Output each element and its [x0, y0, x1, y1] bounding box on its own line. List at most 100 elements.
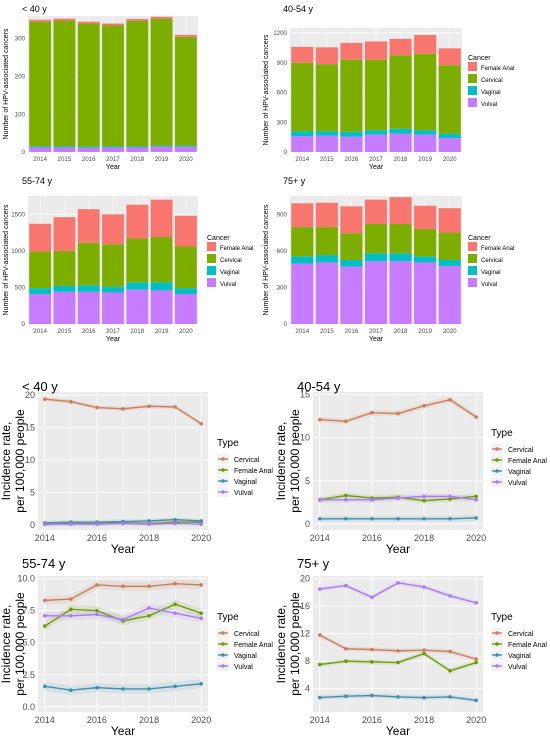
- legend-key-cervical: [468, 254, 477, 263]
- legend-key-point: [221, 468, 225, 472]
- bar-vulval: [414, 262, 437, 324]
- ribbon-cervical: [319, 632, 477, 662]
- panel-title: 40-54 y: [283, 4, 314, 14]
- bar-vaginal: [340, 260, 363, 267]
- y-tick-label: 16: [300, 601, 310, 611]
- x-axis-label: Year: [111, 542, 135, 556]
- point-female-anal: [422, 651, 426, 656]
- bar-female-anal: [389, 38, 412, 56]
- point-cervical: [95, 405, 99, 410]
- legend-key-vaginal: [207, 266, 216, 275]
- bar-female-anal: [174, 34, 197, 37]
- point-cervical: [318, 633, 322, 637]
- bar-vaginal: [315, 131, 338, 136]
- legend-entry-label: Vulval: [481, 102, 497, 108]
- point-vulval: [448, 594, 452, 598]
- legend-key-vulval: [468, 98, 477, 107]
- x-tick-label: 2016: [87, 715, 107, 725]
- point-cervical: [147, 404, 151, 409]
- x-axis-label: Year: [369, 164, 384, 171]
- point-vulval: [318, 587, 322, 591]
- y-axis-label: Number of HPV-associated cancers: [263, 34, 270, 145]
- legend-entry-label: Vaginal: [508, 469, 531, 476]
- point-vulval: [344, 583, 348, 588]
- point-vaginal: [448, 695, 452, 699]
- y-tick-label: 0: [22, 149, 26, 156]
- y-axis-label: Number of HPV-associated cancers: [263, 204, 270, 315]
- point-cervical: [199, 583, 203, 587]
- x-tick-label: 2014: [310, 715, 330, 725]
- point-vaginal: [199, 681, 203, 686]
- y-axis-label: Number of HPV-associated cancers: [3, 204, 10, 315]
- bar-female-anal: [29, 223, 52, 252]
- point-vulval: [318, 498, 322, 502]
- point-female-anal: [344, 659, 348, 663]
- legend-entry-label: Cervical: [234, 457, 260, 464]
- bar-cervical: [291, 227, 314, 257]
- legend-key-point: [495, 469, 499, 473]
- bar-vaginal: [291, 131, 314, 137]
- bar-vaginal: [438, 133, 461, 139]
- bar-vulval: [291, 263, 314, 324]
- legend-key-point: [221, 664, 225, 668]
- x-tick-label: 2018: [130, 156, 144, 163]
- point-vulval: [95, 612, 99, 617]
- legend-key-point: [495, 664, 499, 668]
- x-tick-label: 2016: [362, 533, 382, 543]
- point-cervical: [396, 411, 400, 416]
- point-cervical: [147, 584, 151, 589]
- y-axis-label: Incidence rate,: [0, 605, 13, 684]
- point-cervical: [422, 648, 426, 652]
- y-tick-label: 1500: [11, 211, 25, 218]
- legend-entry-label: Vulval: [234, 490, 253, 497]
- point-vulval: [448, 494, 452, 499]
- bar-vaginal: [102, 286, 124, 293]
- point-vaginal: [344, 694, 348, 699]
- point-vulval: [474, 498, 479, 502]
- bar-female-anal: [53, 18, 76, 21]
- point-female-anal: [95, 608, 99, 613]
- bar-vaginal: [150, 145, 173, 147]
- legend-entry-label: Vaginal: [481, 90, 501, 96]
- y-tick-label: 7.5: [22, 606, 35, 616]
- bar-female-anal: [150, 16, 173, 19]
- bar-female-anal: [77, 21, 100, 24]
- legend-key-vaginal: [468, 86, 477, 95]
- point-vulval: [396, 581, 400, 585]
- point-female-anal: [344, 493, 348, 498]
- x-axis-label: Year: [386, 724, 410, 738]
- bar-cervical: [438, 232, 461, 260]
- bar-vulval: [53, 147, 76, 152]
- legend-title: Cancer: [468, 235, 491, 242]
- bar-vaginal: [414, 256, 437, 263]
- bar-vulval: [438, 138, 461, 152]
- point-cervical: [474, 415, 479, 419]
- point-vaginal: [474, 698, 479, 703]
- y-tick-label: 600: [277, 248, 288, 255]
- x-tick-label: 2014: [35, 533, 55, 543]
- legend-title: Cancer: [468, 55, 491, 62]
- x-tick-label: 2015: [320, 328, 334, 335]
- bar-vaginal: [174, 145, 197, 147]
- x-tick-label: 2014: [310, 533, 330, 543]
- ribbon-vaginal: [44, 679, 202, 695]
- point-cervical: [474, 657, 479, 661]
- bar-female-anal: [315, 47, 338, 65]
- bar-vaginal: [29, 288, 52, 295]
- point-vaginal: [173, 517, 177, 522]
- x-tick-label: 2014: [295, 328, 309, 335]
- panel-title: 75+ y: [297, 556, 330, 571]
- point-cervical: [121, 407, 125, 411]
- x-axis-label: Year: [369, 336, 384, 343]
- bar-cervical: [389, 224, 412, 254]
- ribbon-female-anal: [44, 599, 202, 631]
- legend-entry-label: Vaginal: [220, 270, 240, 276]
- legend-title: Type: [491, 612, 513, 623]
- bar-vaginal: [77, 285, 100, 292]
- x-tick-label: 2019: [418, 156, 432, 163]
- bar-female-anal: [126, 19, 149, 21]
- legend-key-point: [221, 631, 225, 635]
- y-axis-label: per 100,000 people: [13, 592, 27, 696]
- x-tick-label: 2017: [369, 328, 383, 335]
- legend-key-cervical: [207, 254, 216, 263]
